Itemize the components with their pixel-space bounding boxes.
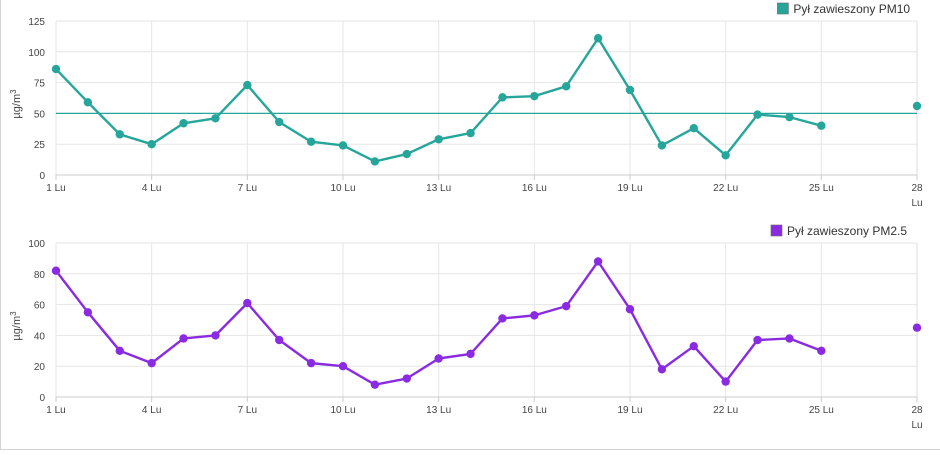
data-point[interactable] [498,93,507,102]
data-point[interactable] [370,380,380,389]
legend[interactable]: Pył zawieszony PM2.5 [770,224,907,238]
data-point[interactable] [657,141,667,150]
data-point[interactable] [434,354,443,363]
y-tick-label: 60 [34,301,46,312]
y-tick-label: 20 [34,362,46,373]
x-tick-label: 25 Lu [809,183,834,194]
data-point[interactable] [338,362,348,371]
data-point[interactable] [275,335,284,345]
data-point[interactable] [785,112,794,122]
x-tick-label: 4 Lu [142,183,161,194]
y-axis-label: µg/m3 [9,311,23,341]
data-point[interactable] [243,80,252,90]
data-point[interactable] [625,85,635,95]
x-tick-label: 19 Lu [617,183,642,194]
data-point[interactable] [51,266,61,275]
data-point[interactable] [625,305,635,314]
data-point[interactable] [721,151,730,160]
data-point[interactable] [689,341,698,351]
x-tick-label: 7 Lu [238,405,257,416]
legend-swatch [770,224,783,237]
data-point[interactable] [530,311,539,320]
data-point[interactable] [83,98,93,107]
data-point[interactable] [338,141,348,150]
data-point[interactable] [753,110,762,119]
x-tick-label-line2: Lu [911,198,922,209]
data-point[interactable] [275,117,284,127]
y-tick-label: 25 [34,140,46,151]
x-tick-label: 7 Lu [238,183,257,194]
data-point[interactable] [817,121,826,130]
x-tick-label: 10 Lu [330,183,355,194]
x-tick-label: 19 Lu [617,405,642,416]
data-point[interactable] [147,358,156,368]
data-point[interactable] [657,365,667,374]
y-tick-label: 40 [34,331,46,342]
x-tick-label: 28 [911,405,923,416]
data-point[interactable] [211,331,220,340]
y-tick-label: 80 [34,270,46,281]
y-tick-label: 0 [39,171,45,182]
chart-2: 0 20 40 60 80 100 1 Lu 4 Lu 7 Lu 10 Lu 13 Lu 16 Lu 1… [9,224,923,431]
data-point[interactable] [721,377,730,386]
y-axis-label: µg/m3 [9,89,23,119]
y-tick-label: 100 [28,48,45,59]
x-tick-label: 28 [911,183,923,194]
data-point[interactable] [115,130,124,139]
data-point[interactable] [306,137,316,146]
data-point[interactable] [306,358,316,368]
data-point[interactable] [466,128,475,138]
data-point[interactable] [562,301,571,311]
data-point[interactable] [243,298,252,308]
y-tick-label: 50 [34,109,46,120]
data-point[interactable] [817,346,826,355]
data-point[interactable] [179,119,188,128]
data-point[interactable] [498,314,507,323]
x-tick-label: 4 Lu [142,405,161,416]
data-point[interactable] [211,114,220,123]
data-point[interactable] [83,308,93,317]
data-point[interactable] [562,82,571,91]
data-point[interactable] [466,349,475,359]
data-point[interactable] [147,140,156,149]
x-tick-label: 1 Lu [46,405,65,416]
data-point[interactable] [179,334,188,343]
x-tick-label: 22 Lu [713,183,738,194]
data-point[interactable] [402,149,411,159]
chart-1: 0 25 50 75 100 125 1 Lu 4 Lu 7 Lu 10 Lu 13 Lu 16 Lu… [9,2,923,209]
x-tick-label: 22 Lu [713,405,738,416]
x-tick-label: 25 Lu [809,405,834,416]
legend[interactable]: Pył zawieszony PM10 [777,2,910,16]
data-point[interactable] [434,135,443,144]
data-point-extra[interactable] [912,323,922,332]
data-point[interactable] [51,64,61,74]
y-tick-label: 75 [34,79,46,90]
y-tick-label: 100 [28,239,45,250]
x-tick-label: 16 Lu [522,405,547,416]
data-point[interactable] [370,157,380,166]
data-point-extra[interactable] [912,101,922,111]
legend-swatch [777,2,789,15]
data-point[interactable] [753,335,762,345]
data-point[interactable] [593,34,603,43]
data-point[interactable] [115,346,124,355]
data-point[interactable] [402,374,411,383]
data-point[interactable] [689,123,698,133]
x-tick-label: 16 Lu [522,183,547,194]
y-tick-label: 125 [28,17,45,28]
x-tick-label: 1 Lu [46,183,65,194]
x-tick-label: 13 Lu [426,183,451,194]
legend-label: Pył zawieszony PM2.5 [787,224,907,238]
data-point[interactable] [593,257,603,266]
x-tick-label: 10 Lu [330,405,355,416]
data-point[interactable] [530,91,539,101]
data-point[interactable] [785,334,794,343]
legend-label: Pył zawieszony PM10 [793,2,910,16]
x-tick-label: 13 Lu [426,405,451,416]
y-tick-label: 0 [39,393,45,404]
x-tick-label-line2: Lu [911,420,922,431]
